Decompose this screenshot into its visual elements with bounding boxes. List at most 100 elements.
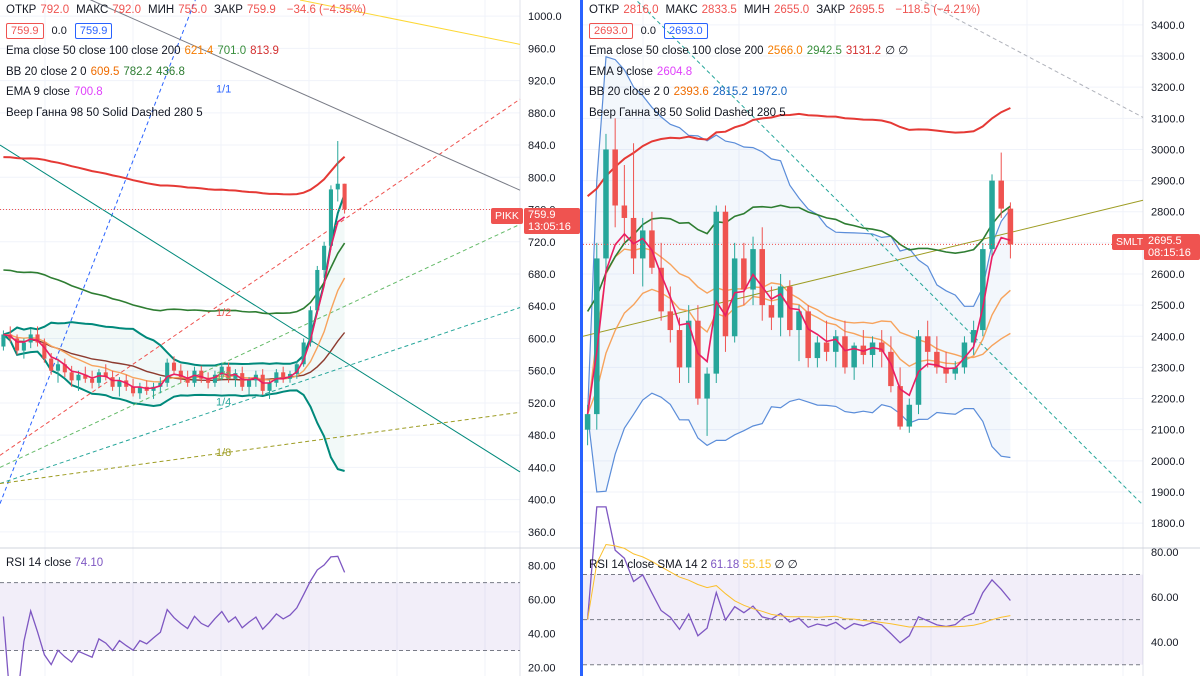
smlt-countdown: 08:15:16 xyxy=(1148,247,1191,259)
gann-fan-ratio-label: 1/4 xyxy=(216,396,231,408)
candle-body xyxy=(731,258,738,337)
smlt-chart-canvas[interactable]: 1800.0 1900.0 2000.0 2100.0 2200.0 2300.0 2400… xyxy=(583,0,1200,676)
pikk-last-price: 759.9 xyxy=(528,209,556,221)
smlt-bb-legend[interactable]: BB 20 close 2 0 2393.6 2815.2 1972.0 xyxy=(589,82,983,103)
price-tick-label: 3200.0 xyxy=(1151,82,1185,94)
candle-body xyxy=(667,311,674,331)
candle-body xyxy=(924,336,931,352)
candle-body xyxy=(630,217,637,259)
candle-body xyxy=(888,351,894,387)
ema200-value: 3131.2 xyxy=(845,45,882,57)
candle-body xyxy=(247,380,252,387)
ohlc-label: ОТКР xyxy=(6,4,37,16)
ohlc-label: МАКС xyxy=(76,4,109,16)
pikk-ohlc: ОТКР 792.0 МАКС 792.0 МИН 755.0 ЗАКР 759.9 −34.6… xyxy=(6,0,369,21)
candle-body xyxy=(934,351,940,368)
candle-body xyxy=(612,149,618,206)
candle-body xyxy=(741,258,747,290)
price-tick-label: 2600.0 xyxy=(1151,269,1185,281)
ema9-value: 700.8 xyxy=(73,86,103,98)
pikk-bb-legend[interactable]: BB 20 close 2 0 609.5 782.2 436.8 xyxy=(6,62,369,83)
gann-ray xyxy=(0,0,196,504)
price-tick-label: 480.0 xyxy=(528,430,556,442)
pikk-ema-legend[interactable]: Ema close 50 close 100 close 200 621.4 7… xyxy=(6,41,369,62)
ema-indicator-label: Ema close 50 close 100 close 200 xyxy=(589,45,764,57)
chart-pane-smlt[interactable]: 1800.0 1900.0 2000.0 2100.0 2200.0 2300.0 2400… xyxy=(583,0,1200,676)
pikk-ask-box[interactable]: 759.9 xyxy=(74,22,113,39)
chart-pane-pikk[interactable]: 360.0 400.0 440.0 480.0 520.0 560.0 600.0 640.0… xyxy=(0,0,580,676)
pikk-chart-canvas[interactable]: 360.0 400.0 440.0 480.0 520.0 560.0 600.0 640.0… xyxy=(0,0,580,676)
gann-ray xyxy=(89,0,521,191)
ohlc-value: −118.5 (−4.21%) xyxy=(895,4,981,16)
candle-body xyxy=(878,342,885,352)
pikk-rsi-legend[interactable]: RSI 14 close 74.10 xyxy=(6,557,103,569)
price-tick-label: 720.0 xyxy=(528,237,556,249)
ohlc-label: ОТКР xyxy=(589,4,620,16)
candle-body xyxy=(151,386,156,391)
candle-body xyxy=(759,249,765,306)
price-tick-label: 520.0 xyxy=(528,398,556,410)
pikk-countdown: 13:05:16 xyxy=(528,221,571,233)
candle-body xyxy=(171,362,177,371)
candle-body xyxy=(842,336,848,368)
ema200-value: 813.9 xyxy=(250,45,279,57)
candle-body xyxy=(970,330,977,343)
candle-body xyxy=(267,382,272,391)
candle-body xyxy=(980,249,986,331)
candle-body xyxy=(274,372,279,383)
ema50-value: 621.4 xyxy=(184,45,214,57)
candle-body xyxy=(335,183,340,190)
smlt-rsi-legend[interactable]: RSI 14 close SMA 14 2 61.18 55.15 ∅ ∅ xyxy=(589,557,798,571)
rsi-tail: ∅ ∅ xyxy=(774,559,798,571)
candle-body xyxy=(768,305,775,318)
candle-body xyxy=(192,370,197,383)
price-tick-label: 2000.0 xyxy=(1151,456,1185,468)
candle-body xyxy=(315,269,320,311)
price-tick-label: 400.0 xyxy=(528,495,556,507)
candle-body xyxy=(55,364,61,371)
ohlc-label: МИН xyxy=(148,4,175,16)
candle-body xyxy=(328,189,333,246)
price-tick-label: 960.0 xyxy=(528,43,556,55)
smlt-bid-box[interactable]: 2693.0 xyxy=(589,22,633,39)
smlt-gann-legend[interactable]: Веер Ганна 98 50 Solid Dashed 280 5 xyxy=(589,103,983,124)
ema200-line xyxy=(586,107,1011,197)
smlt-ema9-legend[interactable]: EMA 9 close 2604.8 xyxy=(589,62,983,83)
pikk-legend: ОТКР 792.0 МАКС 792.0 МИН 755.0 ЗАКР 759.9 −34.6… xyxy=(6,0,369,123)
pikk-ema9-legend[interactable]: EMA 9 close 700.8 xyxy=(6,82,369,103)
pane-divider[interactable] xyxy=(580,0,583,676)
candle-body xyxy=(178,370,183,378)
gann-fan-ratio-label: 1/3 xyxy=(216,370,231,382)
smlt-legend: ОТКР 2816.0 МАКС 2833.5 МИН 2655.0 ЗАКР 2695.5−… xyxy=(589,0,983,123)
pikk-gann-legend[interactable]: Веер Ганна 98 50 Solid Dashed 280 5 xyxy=(6,103,369,124)
ohlc-value: 2695.5 xyxy=(849,4,885,16)
bb-fill xyxy=(587,56,1011,493)
candle-body xyxy=(869,342,876,355)
candle-body xyxy=(212,374,217,383)
ohlc-value: −34.6 (−4.35%) xyxy=(286,4,367,16)
price-tick-label: 2400.0 xyxy=(1151,331,1185,343)
candle-body xyxy=(722,211,729,337)
ema9-line xyxy=(586,232,1011,415)
ema50-line xyxy=(586,288,1011,415)
bb-lower-line xyxy=(587,392,1011,493)
smlt-ask-box[interactable]: 2693.0 xyxy=(663,22,708,39)
smlt-price-boxes: 2693.0 0.0 2693.0 xyxy=(589,21,983,42)
ohlc-value: 2655.0 xyxy=(774,4,810,16)
pikk-bid-box[interactable]: 759.9 xyxy=(6,22,44,39)
rsi-tick-label: 80.00 xyxy=(1151,547,1179,559)
rsi-line xyxy=(2,555,346,676)
bb-indicator-label: BB 20 close 2 0 xyxy=(6,65,87,78)
ema9-indicator-label: EMA 9 close xyxy=(589,65,653,78)
smlt-ema-legend[interactable]: Ema close 50 close 100 close 200 2566.0 … xyxy=(589,41,983,62)
gann-ray xyxy=(0,307,521,485)
candle-body xyxy=(1,334,6,347)
gann-ray xyxy=(0,144,521,473)
ohlc-label: ЗАКР xyxy=(816,4,846,16)
ema50-value: 2566.0 xyxy=(767,45,803,57)
candle-body xyxy=(961,342,968,368)
smlt-last-price: 2695.5 xyxy=(1148,235,1182,247)
ema200-line xyxy=(3,155,346,196)
price-tick-label: 560.0 xyxy=(528,366,556,378)
smlt-spread: 0.0 xyxy=(640,24,656,37)
